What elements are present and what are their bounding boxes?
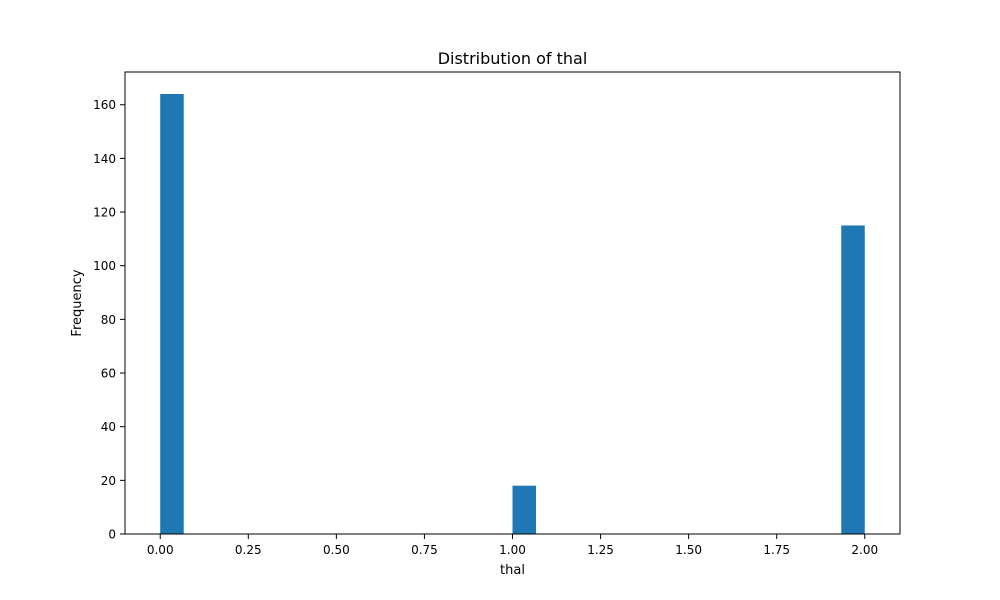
x-tick-label: 1.75 [763, 543, 790, 557]
x-tick-label: 0.75 [411, 543, 438, 557]
plot-frame [124, 71, 901, 535]
y-tick-label: 80 [101, 313, 116, 327]
chart-title: Distribution of thal [438, 49, 588, 68]
y-tick-label: 160 [93, 98, 116, 112]
histogram-bar [841, 225, 865, 534]
histogram-bar [512, 485, 536, 534]
x-tick-label: 2.00 [851, 543, 878, 557]
y-tick-label: 140 [93, 152, 116, 166]
y-tick-label: 100 [93, 259, 116, 273]
x-axis-ticks: 0.00 0.25 0.50 0.75 1.00 1.25 1.50 1.75 2.00 [147, 534, 878, 557]
y-axis-ticks: 0 20 40 60 80 100 120 140 160 [93, 98, 125, 542]
x-tick-label: 0.50 [323, 543, 350, 557]
y-tick-label: 40 [101, 420, 116, 434]
x-tick-label: 0.25 [235, 543, 262, 557]
bars-group [160, 94, 865, 534]
x-tick-label: 1.50 [675, 543, 702, 557]
x-tick-label: 1.00 [499, 543, 526, 557]
y-axis-label: Frequency [70, 269, 85, 336]
x-axis-label: thal [500, 563, 525, 578]
y-tick-label: 60 [101, 367, 116, 381]
x-tick-label: 0.00 [147, 543, 174, 557]
x-tick-label: 1.25 [587, 543, 614, 557]
y-tick-label: 0 [108, 528, 116, 542]
histogram-bar [160, 94, 184, 534]
y-tick-label: 20 [101, 474, 116, 488]
y-tick-label: 120 [93, 206, 116, 220]
